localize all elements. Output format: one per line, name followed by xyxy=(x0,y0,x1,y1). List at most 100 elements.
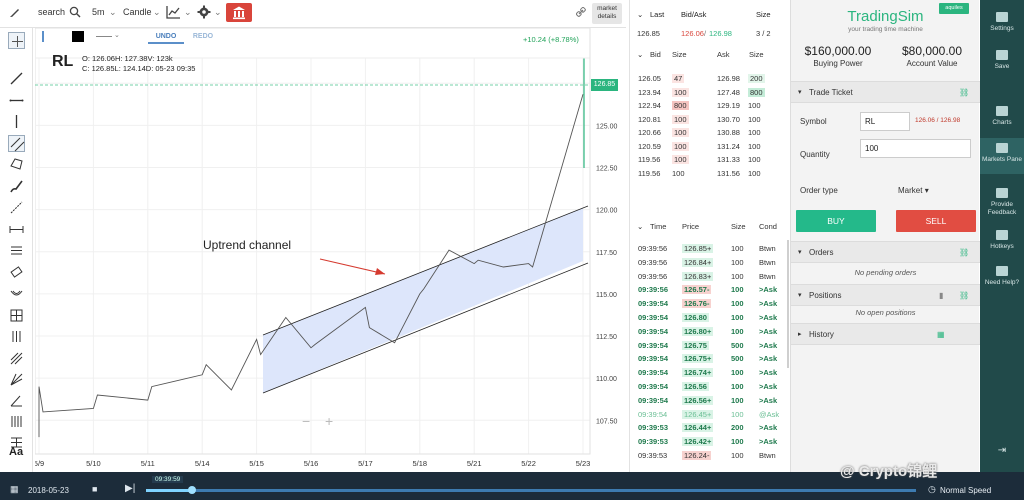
replay-timeline[interactable] xyxy=(146,486,916,494)
calendar-icon[interactable]: ▦ xyxy=(10,484,19,494)
timeline-handle[interactable] xyxy=(188,486,197,494)
brand-logo: TradingSim xyxy=(847,8,924,25)
x-tick-label: 5/14 xyxy=(195,459,210,468)
symbol-input[interactable]: RL xyxy=(860,112,910,131)
nav-markets-pane[interactable]: Markets Pane xyxy=(980,138,1024,174)
link-icon[interactable]: ⛓ xyxy=(959,88,970,97)
color-swatch-blue[interactable] xyxy=(42,31,44,42)
gann-fan-icon[interactable] xyxy=(8,371,25,388)
pitchfork-icon[interactable] xyxy=(8,350,25,367)
zoom-out-button[interactable]: − xyxy=(302,413,311,429)
depth-bid-size: 100 xyxy=(672,128,689,137)
trade-condition: @Ask xyxy=(759,409,780,419)
trade-condition: >Ask xyxy=(759,326,778,336)
user-badge[interactable]: aquiles xyxy=(939,3,969,14)
sell-button[interactable]: SELL xyxy=(896,210,976,232)
grid-icon[interactable] xyxy=(8,307,25,324)
nav-feedback[interactable]: Provide Feedback xyxy=(980,188,1024,216)
bars-icon[interactable] xyxy=(8,413,25,430)
vertical-line-icon[interactable] xyxy=(8,113,25,130)
ohlc-line-2: C: 126.85L: 124.14D: 05-23 09:35 xyxy=(82,64,196,73)
last-price-tag: 126.85 xyxy=(591,79,618,91)
angle-icon[interactable] xyxy=(8,392,25,409)
broker-button[interactable] xyxy=(226,3,252,22)
replay-date[interactable]: 2018-05-23 xyxy=(28,486,69,495)
polygon-icon[interactable] xyxy=(8,156,25,173)
depth-ask-size: 800 xyxy=(748,87,765,97)
depth-ask-price: 127.48 xyxy=(717,87,740,97)
depth-ask-price: 126.98 xyxy=(717,74,740,83)
columns-icon[interactable] xyxy=(8,328,25,345)
quantity-input[interactable]: 100 xyxy=(860,139,971,158)
link-icon[interactable]: ⛓ xyxy=(959,291,970,300)
nav-settings[interactable]: Settings xyxy=(980,12,1024,33)
nav-charts[interactable]: Charts xyxy=(980,106,1024,127)
brush-icon[interactable] xyxy=(8,178,25,195)
order-type-value: Market xyxy=(898,186,923,195)
last-price: 126.85 xyxy=(637,29,660,38)
eraser-icon[interactable] xyxy=(8,264,25,281)
fan-icon[interactable] xyxy=(8,285,25,302)
download-icon xyxy=(996,50,1008,60)
order-type-select[interactable]: Market ▾ xyxy=(898,186,929,195)
nav-hotkeys[interactable]: Hotkeys xyxy=(980,230,1024,251)
crosshair-icon[interactable] xyxy=(8,32,25,49)
text-tool-icon[interactable]: Aa xyxy=(9,446,24,458)
scrollbar[interactable] xyxy=(787,240,789,368)
gear-icon[interactable] xyxy=(197,5,211,21)
positions-header[interactable]: ▾ Positions ▮ ⛓ xyxy=(791,284,980,306)
history-title: History xyxy=(809,330,834,339)
trade-ticket-header[interactable]: ▾ Trade Ticket ⛓ xyxy=(791,81,980,103)
trade-condition: >Ask xyxy=(759,395,778,405)
speed-select[interactable]: Normal Speed xyxy=(940,486,992,495)
market-details-button[interactable]: market details xyxy=(592,3,622,24)
trade-condition: Btwn xyxy=(759,257,776,267)
menu-icon[interactable] xyxy=(8,242,25,259)
trade-time: 09:39:54 xyxy=(638,409,668,419)
zoom-in-button[interactable]: + xyxy=(325,413,334,429)
trade-size: 100 xyxy=(731,382,744,391)
y-tick-label: 112.50 xyxy=(596,334,617,341)
nav-save[interactable]: Save xyxy=(980,50,1024,71)
history-grid-icon[interactable]: ▦ xyxy=(937,330,945,339)
trade-size: 200 xyxy=(731,423,744,433)
depth-ask-size: 100 xyxy=(748,155,761,164)
horizontal-line-icon[interactable] xyxy=(8,92,25,109)
step-forward-icon[interactable]: ▶| xyxy=(125,483,136,494)
line-style-select[interactable] xyxy=(96,36,112,37)
buy-button[interactable]: BUY xyxy=(796,210,876,232)
history-header[interactable]: ▸ History ▦ xyxy=(791,323,980,345)
interval-select[interactable]: 5m xyxy=(92,7,105,17)
redo-button[interactable]: REDO xyxy=(192,33,214,40)
link-icon[interactable]: ⛓ xyxy=(959,248,970,257)
parallel-channel-icon[interactable] xyxy=(8,135,25,152)
chart-style-select[interactable]: Candle xyxy=(123,7,152,17)
nav-help[interactable]: Need Help? xyxy=(980,266,1024,287)
link-icon[interactable] xyxy=(575,6,586,19)
stop-icon[interactable]: ■ xyxy=(92,484,98,494)
trade-time: 09:39:53 xyxy=(638,423,669,433)
color-swatch-black[interactable] xyxy=(72,31,84,42)
pencil-icon[interactable] xyxy=(9,6,21,20)
trade-time: 09:39:54 xyxy=(638,326,669,336)
speed-icon[interactable]: ◷ xyxy=(928,484,936,494)
ray-icon[interactable] xyxy=(8,199,25,216)
undo-button[interactable]: UNDO xyxy=(148,29,184,44)
chart-toolbar: search 5m ⌄ Candle ⌄ ⌄ ⌄ market details xyxy=(0,0,626,28)
trade-price: 126.44+ xyxy=(682,423,714,433)
price-chart[interactable]: 127.50125.00122.50120.00117.50115.00112.… xyxy=(35,28,626,472)
search-label[interactable]: search xyxy=(38,7,66,17)
caret-down-icon: ▾ xyxy=(924,186,929,195)
orders-header[interactable]: ▾ Orders ⛓ xyxy=(791,241,980,263)
nav-settings-label: Settings xyxy=(990,25,1014,32)
bar-chart-icon[interactable]: ▮ xyxy=(939,291,944,300)
logout-icon[interactable]: ⇥ xyxy=(997,445,1007,456)
replay-bar: ▦ 2018-05-23 ■ ▶| 09:39:59 ◷ Normal Spee… xyxy=(0,472,1024,500)
search-icon[interactable] xyxy=(69,6,81,20)
last-label: Last xyxy=(650,10,665,19)
fibonacci-icon[interactable] xyxy=(8,434,25,451)
measure-icon[interactable] xyxy=(8,221,25,238)
indicators-icon[interactable] xyxy=(166,5,181,21)
trendline-icon[interactable] xyxy=(8,70,25,87)
depth-bid-size: 100 xyxy=(672,168,685,178)
